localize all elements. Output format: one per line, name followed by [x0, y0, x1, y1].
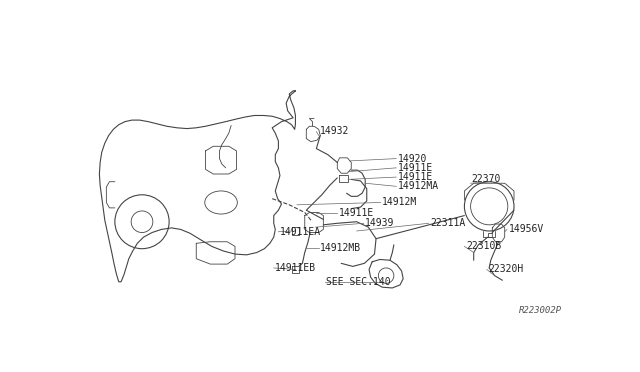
- Text: 14912MA: 14912MA: [397, 181, 439, 191]
- Text: 14912MB: 14912MB: [320, 243, 362, 253]
- Text: SEE SEC.140: SEE SEC.140: [326, 277, 391, 287]
- Text: 14920: 14920: [397, 154, 427, 164]
- Text: 14911E: 14911E: [397, 172, 433, 182]
- Text: 22310B: 22310B: [466, 241, 501, 251]
- Text: 22311A: 22311A: [430, 218, 465, 228]
- Text: 22320H: 22320H: [488, 264, 524, 275]
- Text: 14911EA: 14911EA: [280, 227, 321, 237]
- Text: 22370: 22370: [472, 174, 500, 185]
- Text: 14911EB: 14911EB: [275, 263, 316, 273]
- Text: 14912M: 14912M: [382, 198, 417, 208]
- Text: R223002P: R223002P: [518, 306, 562, 315]
- Text: 14932: 14932: [320, 126, 349, 136]
- Text: 14911E: 14911E: [397, 163, 433, 173]
- Text: 14939: 14939: [365, 218, 395, 228]
- Text: 14956V: 14956V: [509, 224, 544, 234]
- Text: 14911E: 14911E: [339, 208, 374, 218]
